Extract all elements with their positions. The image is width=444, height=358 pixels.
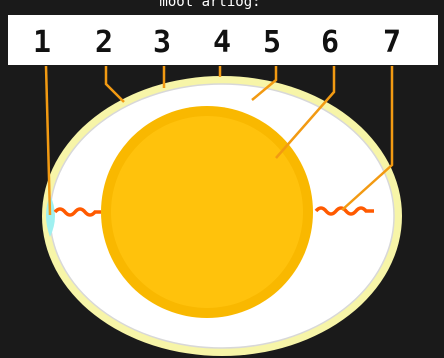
- part-number: 6: [321, 25, 339, 60]
- title: moot artiog:: [159, 0, 260, 10]
- part-number: 4: [213, 25, 231, 60]
- part-number: 3: [153, 25, 171, 60]
- label-banner: [8, 15, 438, 65]
- part-number: 2: [95, 25, 113, 60]
- leader-lines: [44, 65, 394, 216]
- part-number: 5: [263, 25, 281, 60]
- yolk-inner: [111, 116, 303, 308]
- part-number: 7: [383, 25, 401, 60]
- chalaza-left: [53, 207, 101, 217]
- chalaza-right: [314, 206, 374, 216]
- part-number: 1: [33, 25, 51, 60]
- air-cell: [46, 195, 55, 237]
